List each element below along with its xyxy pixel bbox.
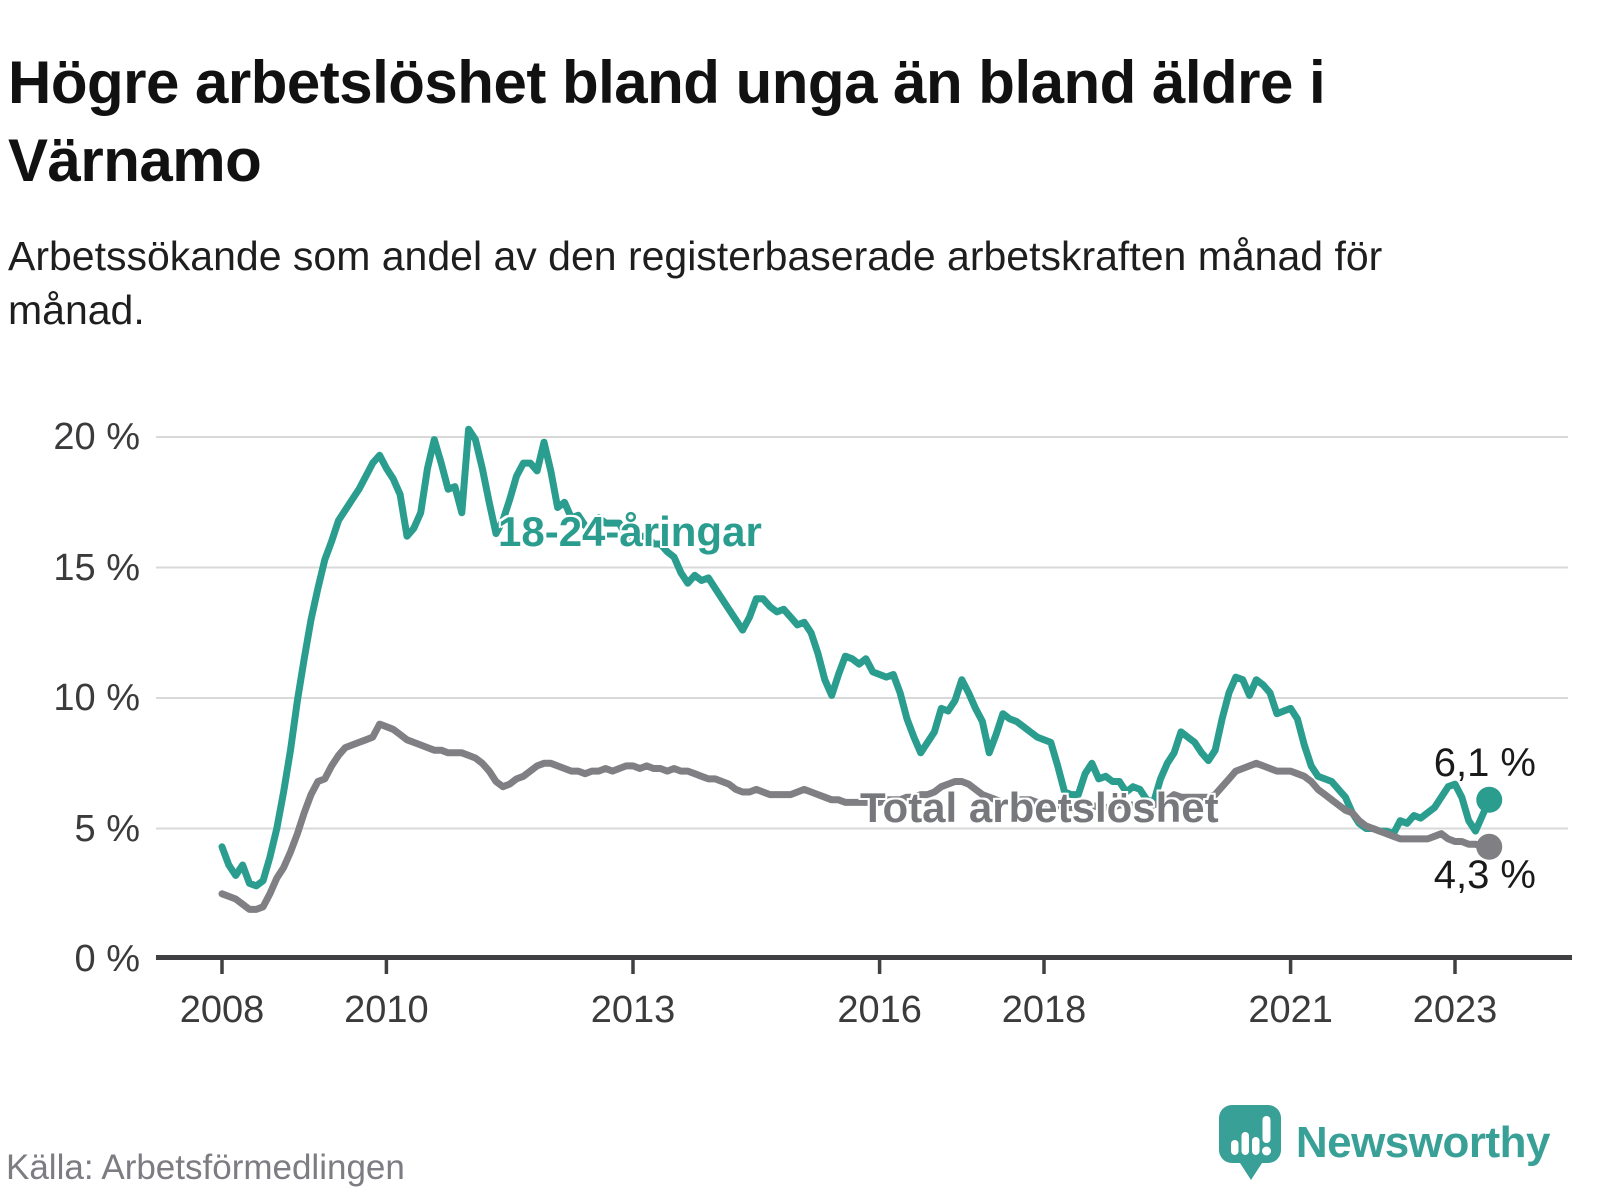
y-axis-label: 10 % <box>53 677 140 719</box>
newsworthy-logo: Newsworthy <box>1218 1105 1551 1180</box>
end-dot-total <box>1476 833 1503 860</box>
page-title: Högre arbetslöshet bland unga än bland ä… <box>8 49 1326 195</box>
chart-subtitle: Arbetssökande som andel av den registerb… <box>8 233 1383 334</box>
x-axis-label: 2023 <box>1412 989 1498 1031</box>
x-axis-label: 2008 <box>179 989 265 1031</box>
gridlines <box>156 436 1568 830</box>
end-value-label-18-24: 6,1 % <box>1433 741 1536 785</box>
series-label-18-24: 18-24-åringar <box>498 508 762 555</box>
x-axis-label: 2018 <box>1001 989 1087 1031</box>
x-axis <box>156 955 1572 974</box>
end-value-label-total: 4,3 % <box>1433 853 1536 897</box>
end-dot-18-24 <box>1476 786 1503 813</box>
y-axis-label: 0 % <box>74 938 140 980</box>
newsworthy-logo-text: Newsworthy <box>1295 1118 1551 1167</box>
series-label-total: Total arbetslöshet <box>860 784 1219 831</box>
chart-series <box>218 425 1503 913</box>
newsworthy-pin-icon <box>1218 1105 1281 1180</box>
x-axis-label: 2021 <box>1248 989 1333 1031</box>
source-attribution: Källa: Arbetsförmedlingen <box>6 1148 405 1187</box>
x-axis-label: 2010 <box>344 989 429 1031</box>
y-axis-label: 15 % <box>53 546 140 589</box>
x-axis-label: 2013 <box>590 989 676 1031</box>
x-axis-label: 2016 <box>837 989 922 1031</box>
series-line-total <box>218 720 1493 913</box>
y-axis-label: 5 % <box>74 807 140 850</box>
series-line-18-24 <box>218 425 1493 890</box>
y-axis-label: 20 % <box>53 416 140 458</box>
